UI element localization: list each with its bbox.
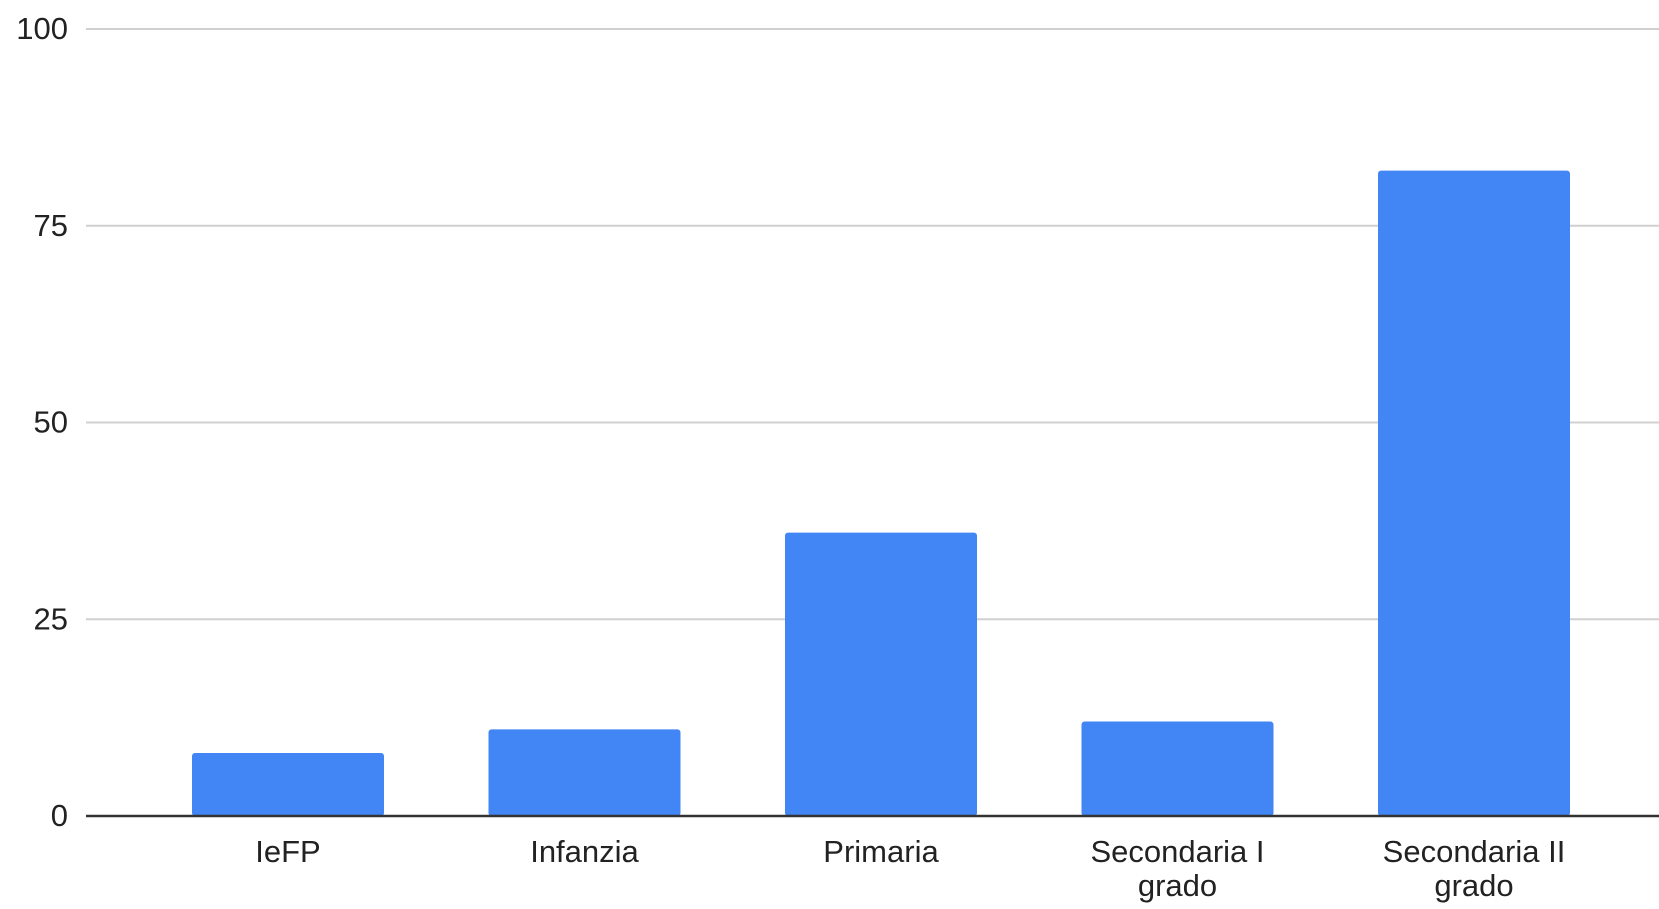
y-tick-label: 0 xyxy=(51,798,68,833)
x-tick-label: IeFP xyxy=(255,834,320,869)
x-tick-label-line: Infanzia xyxy=(530,834,639,869)
bar-infanzia xyxy=(488,729,681,816)
x-tick-label-line: Secondaria I xyxy=(1090,834,1264,869)
x-tick-label-line: IeFP xyxy=(255,834,320,869)
y-tick-label: 50 xyxy=(34,405,68,440)
x-tick-label: Secondaria II grado xyxy=(1383,834,1566,903)
bar-primaria xyxy=(785,532,977,816)
y-tick-label: 100 xyxy=(16,11,68,46)
bar-secondaria-i-grado xyxy=(1081,721,1274,816)
x-tick-label-line: grado xyxy=(1434,868,1513,903)
y-tick-label: 25 xyxy=(34,601,68,636)
x-tick-label: Infanzia xyxy=(530,834,639,869)
bar-iefp xyxy=(192,753,384,816)
x-tick-label-line: Primaria xyxy=(823,834,939,869)
y-tick-label: 75 xyxy=(34,208,68,243)
bar-secondaria-ii-grado xyxy=(1378,170,1570,816)
x-tick-label-line: grado xyxy=(1138,868,1217,903)
x-tick-label: Primaria xyxy=(823,834,939,869)
y-axis-ticks: 0 25 50 75 100 xyxy=(16,11,68,833)
bars xyxy=(192,170,1570,816)
x-tick-label-line: Secondaria II xyxy=(1383,834,1566,869)
